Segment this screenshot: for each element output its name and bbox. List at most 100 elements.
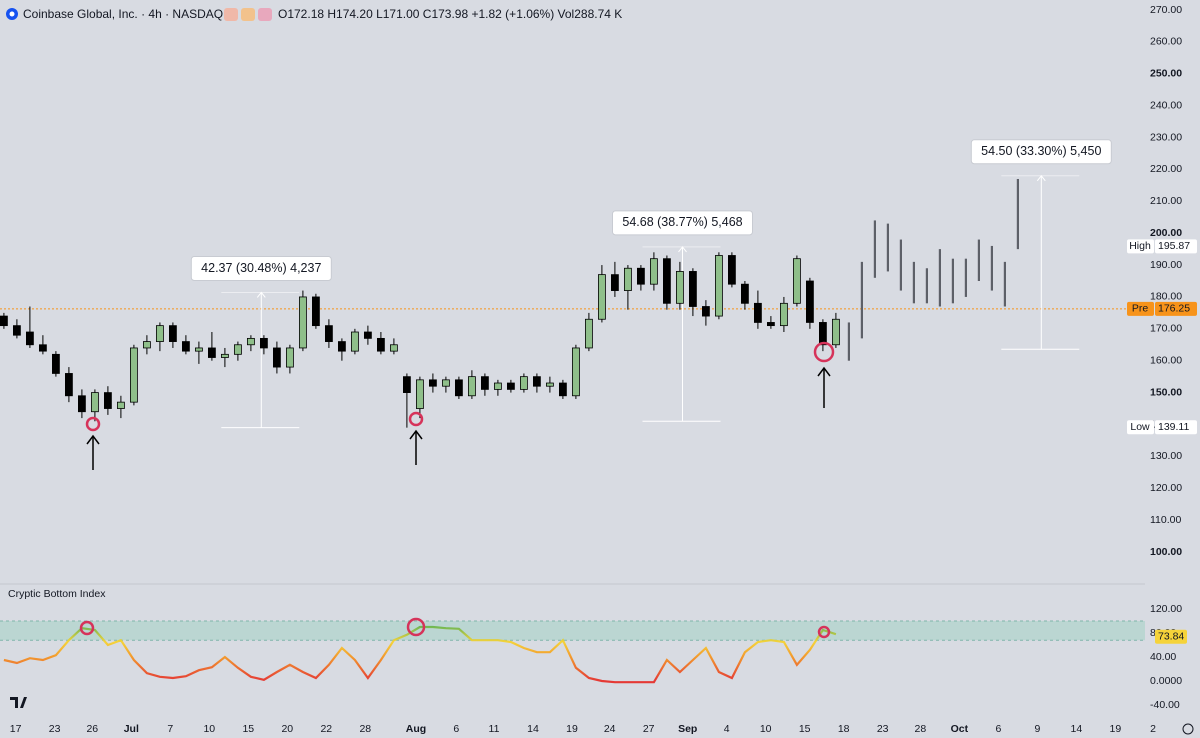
x-tick-label: 10 — [203, 723, 215, 735]
candle-body — [233, 344, 242, 355]
candle-body — [298, 296, 307, 349]
candle-body — [194, 347, 203, 352]
candle-body — [520, 376, 528, 390]
measure-label: 54.68 (38.77%) 5,468 — [622, 215, 742, 229]
candle-body — [832, 318, 840, 346]
candle-body — [259, 337, 268, 349]
level-tag-label-box — [1127, 301, 1154, 316]
annotation-circle — [813, 341, 835, 363]
x-tick-label: 23 — [49, 723, 61, 735]
candle-body — [363, 331, 372, 339]
candle-body — [285, 347, 294, 368]
level-tag-label: Low — [1130, 421, 1150, 433]
x-tick-label: 22 — [320, 723, 332, 735]
flag-icon[interactable] — [258, 8, 272, 21]
indicator-tick-label: 40.00 — [1150, 651, 1176, 663]
candle-body — [155, 325, 164, 342]
x-tick-label: 7 — [167, 723, 173, 735]
annotation-circle — [79, 620, 95, 636]
candle-body — [624, 267, 632, 291]
candle-body — [402, 376, 411, 393]
x-tick-label: 11 — [489, 723, 500, 735]
x-tick-label: 19 — [566, 723, 578, 735]
y-tick-label: 120.00 — [1150, 482, 1182, 494]
x-tick-label: Oct — [951, 723, 969, 735]
candle-body — [546, 382, 554, 387]
indicator-zone — [0, 621, 1145, 641]
candle-body — [78, 395, 86, 413]
candle-body — [12, 325, 21, 336]
candle-body — [129, 347, 138, 403]
indicator-line — [3, 625, 837, 684]
measure-label-box — [190, 255, 332, 281]
candle-body — [572, 347, 580, 397]
tv-logo — [10, 697, 27, 708]
annotation-arrowhead — [409, 429, 423, 440]
y-tick-label: 180.00 — [1150, 291, 1182, 303]
x-tick-label: 28 — [915, 723, 927, 735]
x-tick-label: 27 — [643, 723, 655, 735]
candle-body — [246, 337, 255, 346]
x-tick-label: 23 — [877, 723, 889, 735]
x-tick-label: 28 — [359, 723, 371, 735]
settings-icon[interactable] — [1182, 723, 1194, 735]
candle-body — [493, 382, 502, 390]
candle-body — [793, 258, 801, 304]
measure-label-box — [970, 139, 1112, 165]
x-tick-label: 14 — [1071, 723, 1083, 735]
candle-body — [324, 325, 333, 342]
last-value-box — [1155, 629, 1187, 644]
x-tick-label: 14 — [527, 723, 539, 735]
candle-body — [598, 274, 606, 320]
flag-icon[interactable] — [224, 8, 238, 21]
candle-body — [428, 379, 437, 387]
y-tick-label: 210.00 — [1150, 195, 1182, 207]
candle-body — [559, 382, 567, 397]
level-tag-value: 139.11 — [1158, 421, 1189, 433]
x-tick-label: 18 — [838, 723, 850, 735]
candle-body — [467, 376, 476, 397]
measure-label: 54.50 (33.30%) 5,450 — [981, 144, 1101, 158]
annotation-circle — [408, 411, 424, 427]
y-tick-label: 200.00 — [1150, 227, 1182, 239]
logo-icon-inner — [9, 11, 15, 17]
last-value-label: 73.84 — [1158, 630, 1184, 642]
candle-body — [741, 283, 749, 304]
x-tick-label: 6 — [995, 723, 1001, 735]
y-tick-label: 110.00 — [1150, 514, 1181, 526]
annotation-circle — [406, 617, 426, 637]
y-tick-label: 230.00 — [1150, 131, 1182, 143]
x-tick-label: 15 — [799, 723, 811, 735]
annotation-arrowhead — [86, 434, 100, 445]
candle-body — [728, 255, 736, 285]
flag-icon[interactable] — [241, 8, 255, 21]
level-tag-value: 195.87 — [1158, 240, 1190, 252]
candle-body — [220, 353, 229, 358]
x-tick-label: 20 — [281, 723, 293, 735]
x-tick-label: 2 — [1150, 723, 1156, 735]
level-tag-value-box — [1155, 239, 1197, 254]
candle-body — [52, 353, 60, 374]
candle-body — [480, 376, 489, 390]
level-tag-label-box — [1127, 239, 1154, 254]
candle-body — [376, 337, 385, 352]
candle-body — [454, 379, 463, 397]
candle-body — [806, 280, 814, 323]
x-tick-label: 17 — [10, 723, 22, 735]
candle-body — [415, 379, 424, 409]
plot-layer: 100.00110.00120.00130.00140.00150.00160.… — [0, 4, 1197, 735]
candle-body — [337, 341, 346, 352]
candle-body — [168, 325, 177, 342]
candle-body — [65, 373, 73, 397]
annotation-circle — [85, 416, 101, 432]
candle-body — [350, 331, 359, 352]
candle-body — [754, 302, 762, 323]
candle-body — [272, 347, 281, 368]
level-tag-value: 176.25 — [1158, 303, 1190, 315]
measure-label: 42.37 (30.48%) 4,237 — [201, 261, 321, 275]
candle-body — [689, 271, 697, 307]
y-tick-label: 190.00 — [1150, 259, 1182, 271]
x-tick-label: 26 — [86, 723, 98, 735]
